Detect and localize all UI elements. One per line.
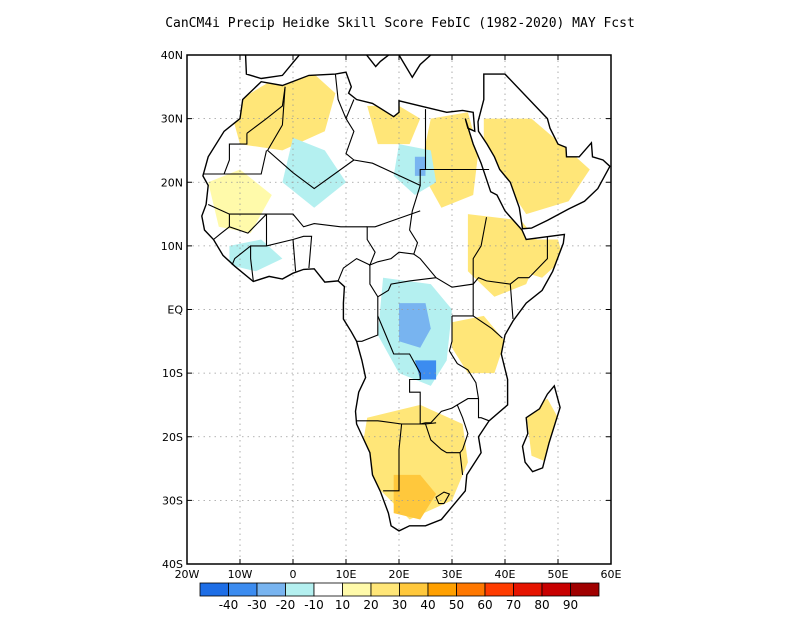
colorbar-label: -40 [219,598,239,612]
y-tick-label: 40S [162,558,183,571]
colorbar-swatch [541,582,571,597]
country-border [246,86,286,134]
x-tick-label: 30E [442,568,463,581]
colorbar-label: -10 [304,598,324,612]
country-border [369,265,437,298]
colorbar-swatch [399,582,429,597]
country-border [345,99,355,119]
map-title: CanCM4i Precip Heidke Skill Score FebIC … [165,16,635,31]
colorbar-label: 90 [563,598,578,612]
colorbar-swatch [256,582,286,597]
x-tick-label: 40E [495,568,516,581]
skill-region-egypt-sudan-low [420,112,479,208]
country-border [366,210,421,266]
y-tick-label: 30N [161,113,183,126]
country-border [337,257,371,282]
country-border [425,422,437,425]
country-border [472,277,514,320]
x-tick-label: 50E [548,568,569,581]
country-border [353,109,427,187]
country-border [356,296,421,425]
country-border [266,86,355,190]
colorbar-label: 70 [506,598,521,612]
country-border [409,185,488,288]
colorbar-swatch [313,582,343,597]
colorbar-label: 40 [420,598,435,612]
colorbar-label: 80 [534,598,549,612]
colorbar-swatch [228,582,258,597]
colorbar-label: -20 [276,598,296,612]
country-border [265,214,313,269]
skill-region-sahel-west-low [208,169,272,234]
colorbar-swatch [456,582,486,597]
colorbar-swatch [370,582,400,597]
skill-region-libya-moderate [367,105,421,145]
skill-region-egypt-neg [414,156,426,176]
y-tick-label: 10S [162,367,183,380]
country-border [213,226,230,240]
x-tick-label: 20E [389,568,410,581]
country-border [420,315,480,425]
colorbar-swatch [285,582,315,597]
colorbar-swatch [427,582,457,597]
x-tick-label: 10E [336,568,357,581]
africa-coastline [201,71,566,532]
madagascar-coastline [521,384,561,473]
country-border [292,239,297,272]
country-border [207,203,267,215]
x-tick-label: 10W [228,568,253,581]
colorbar-label: 50 [449,598,464,612]
country-border [356,315,379,342]
colorbar-label: 30 [392,598,407,612]
country-border [250,245,267,281]
country-border [228,213,368,234]
country-border [509,236,548,285]
skill-region-north-africa-low [229,74,336,151]
country-border [435,491,451,505]
y-tick-label: 30S [162,494,183,507]
y-tick-label: 20N [161,176,183,189]
colorbar-label: 60 [477,598,492,612]
colorbar-swatch [484,582,514,597]
y-tick-label: 10N [161,240,183,253]
country-border [477,398,490,422]
country-borders [202,74,548,505]
colorbar-label: 10 [335,598,350,612]
country-border [202,150,268,175]
skill-region-congo-neg-mid [399,303,431,348]
country-border [456,404,469,454]
country-border [452,315,503,339]
country-border [383,423,403,492]
colorbar-swatch [513,582,543,597]
y-tick-label: 40N [161,49,183,62]
europe-coastline [244,55,433,80]
colorbar-swatch [342,582,372,597]
coastlines [201,55,611,532]
arabia-coastline [477,73,611,230]
y-tick-label: 20S [162,431,183,444]
skill-region-west-africa-neg [229,239,283,272]
x-tick-label: 20W [175,568,200,581]
colorbar: -40 -30 -20 -10 10 20 30 40 50 60 70 80 90 [199,582,600,612]
x-tick-label: 0 [290,568,297,581]
skill-region-south-africa-moderate [393,474,437,520]
skill-region-somalia-low [520,239,564,278]
colorbar-label: 20 [363,598,378,612]
country-border [231,245,251,266]
skill-region-east-africa-low [452,315,505,374]
skill-region-sahara-central-neg [282,137,346,208]
colorbar-swatch [570,582,600,597]
x-tick-label: 60E [601,568,622,581]
y-tick-label: EQ [167,304,183,317]
colorbar-label: -30 [247,598,267,612]
colorbar-swatch [199,582,229,597]
